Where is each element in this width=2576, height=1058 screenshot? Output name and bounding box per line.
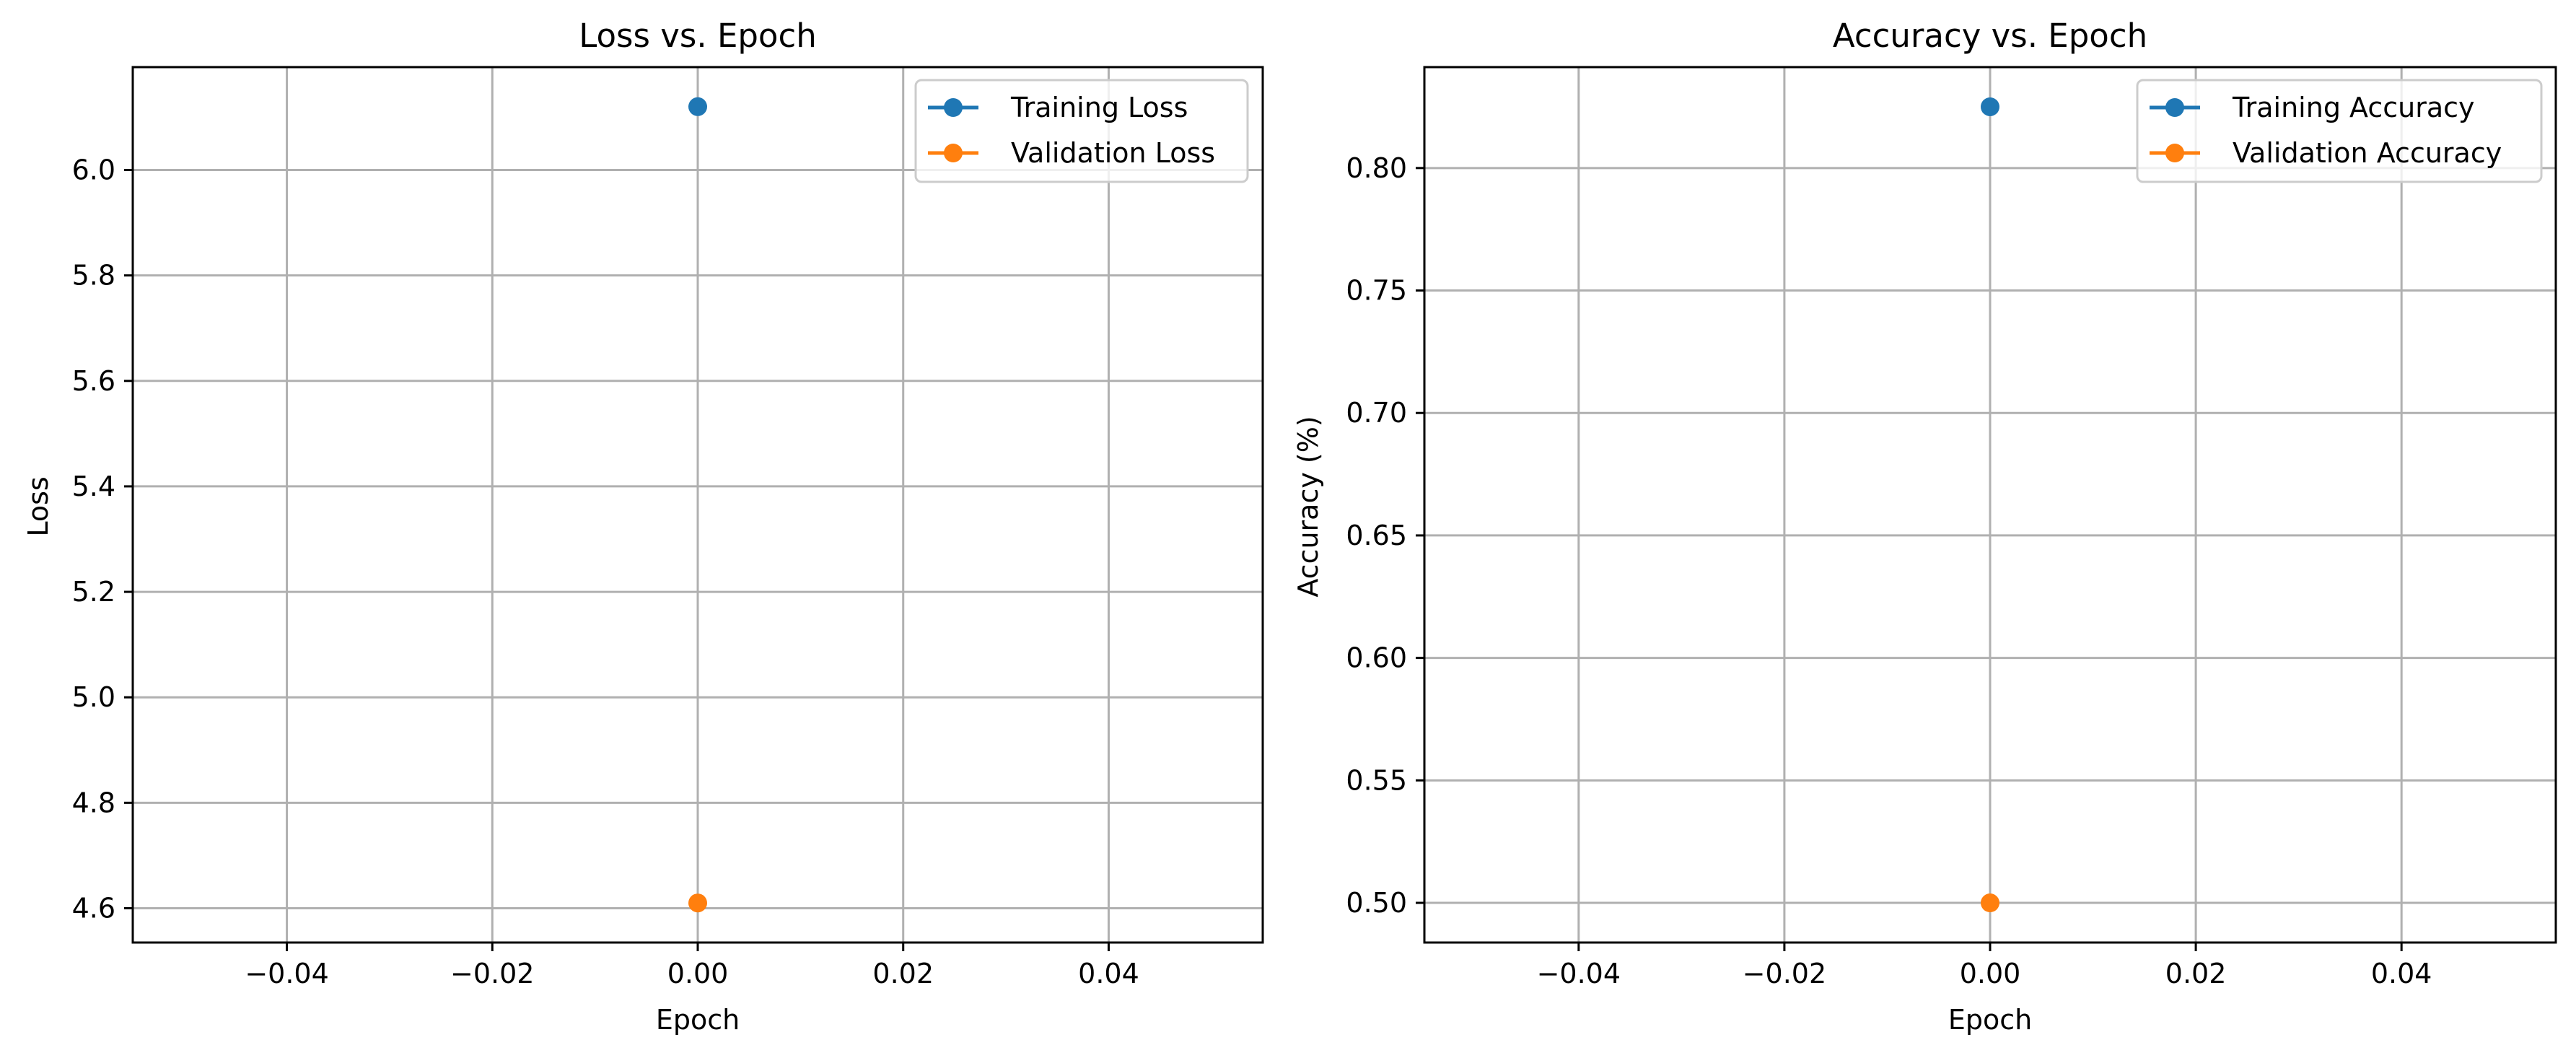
y-tick-label: 5.2: [72, 576, 115, 608]
x-tick-label: −0.02: [450, 958, 534, 989]
x-axis-label: Epoch: [656, 1004, 740, 1036]
x-tick-label: −0.02: [1743, 958, 1826, 989]
y-tick-label: 5.4: [72, 471, 115, 502]
x-tick-label: −0.04: [1537, 958, 1621, 989]
y-tick-label: 0.55: [1346, 764, 1407, 796]
y-tick-label: 5.0: [72, 681, 115, 713]
y-axis-label: Loss: [22, 476, 54, 536]
legend-marker: [2165, 98, 2184, 117]
y-tick-label: 0.70: [1346, 397, 1407, 429]
y-tick-label: 0.60: [1346, 642, 1407, 674]
y-tick-label: 5.8: [72, 260, 115, 292]
legend-label: Validation Loss: [1011, 137, 1215, 169]
loss-legend: Training Loss Validation Loss: [914, 79, 1249, 183]
data-point: [688, 97, 707, 116]
chart-title: Accuracy vs. Epoch: [1833, 17, 2147, 55]
legend-label: Validation Accuracy: [2233, 137, 2502, 169]
y-tick-label: 0.50: [1346, 887, 1407, 919]
legend-marker: [944, 144, 963, 162]
legend-frame: [914, 79, 1249, 183]
x-tick-label: 0.00: [667, 958, 729, 989]
accuracy-chart: Accuracy vs. Epoch Epoch Accuracy (%) −0…: [1292, 17, 2557, 1036]
y-tick-label: 5.6: [72, 365, 115, 397]
accuracy-plot-area: −0.04 −0.02 0.00 0.02 0.04 0.50 0.55 0.60 0.65 0.…: [1346, 66, 2557, 989]
accuracy-legend: Training Accuracy Validation Accuracy: [2136, 79, 2543, 183]
data-point: [1981, 97, 1999, 116]
y-tick-label: 0.65: [1346, 520, 1407, 551]
data-point: [1981, 893, 1999, 913]
x-tick-label: 0.02: [2165, 958, 2227, 989]
x-tick-label: −0.04: [245, 958, 328, 989]
x-tick-label: 0.04: [2371, 958, 2432, 989]
legend-marker: [944, 98, 963, 117]
loss-chart: Loss vs. Epoch Epoch Loss −0.04 −0.02 0.00…: [22, 17, 1264, 1036]
legend-marker: [2165, 144, 2184, 162]
chart-title: Loss vs. Epoch: [579, 17, 816, 55]
y-tick-label: 4.8: [72, 787, 115, 818]
x-tick-label: 0.02: [872, 958, 934, 989]
loss-plot-area: −0.04 −0.02 0.00 0.02 0.04 4.6 4.8 5.0 5.2 5.4 5.6…: [72, 66, 1264, 989]
y-axis-label: Accuracy (%): [1292, 416, 1324, 597]
legend-label: Training Loss: [1010, 92, 1188, 123]
x-tick-label: 0.00: [1960, 958, 2021, 989]
y-tick-label: 0.80: [1346, 152, 1407, 184]
x-axis-label: Epoch: [1948, 1004, 2032, 1036]
y-tick-label: 6.0: [72, 154, 115, 185]
legend-frame: [2136, 79, 2543, 183]
legend-label: Training Accuracy: [2232, 92, 2475, 123]
data-point: [688, 893, 707, 913]
x-tick-label: 0.04: [1078, 958, 1139, 989]
y-tick-label: 4.6: [72, 893, 115, 924]
y-tick-label: 0.75: [1346, 275, 1407, 307]
